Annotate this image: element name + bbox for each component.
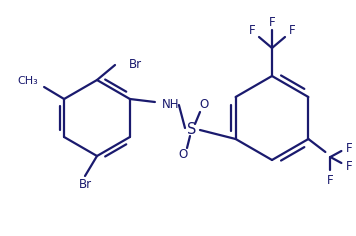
Text: F: F	[346, 142, 353, 155]
Text: S: S	[187, 122, 197, 138]
Text: F: F	[269, 16, 275, 29]
Text: Br: Br	[78, 178, 91, 191]
Text: F: F	[249, 25, 255, 38]
Text: O: O	[178, 148, 188, 161]
Text: Br: Br	[129, 59, 142, 72]
Text: CH₃: CH₃	[17, 76, 38, 86]
Text: F: F	[327, 174, 334, 187]
Text: O: O	[199, 98, 209, 111]
Text: NH: NH	[162, 98, 180, 111]
Text: F: F	[346, 160, 353, 173]
Text: F: F	[289, 25, 295, 38]
